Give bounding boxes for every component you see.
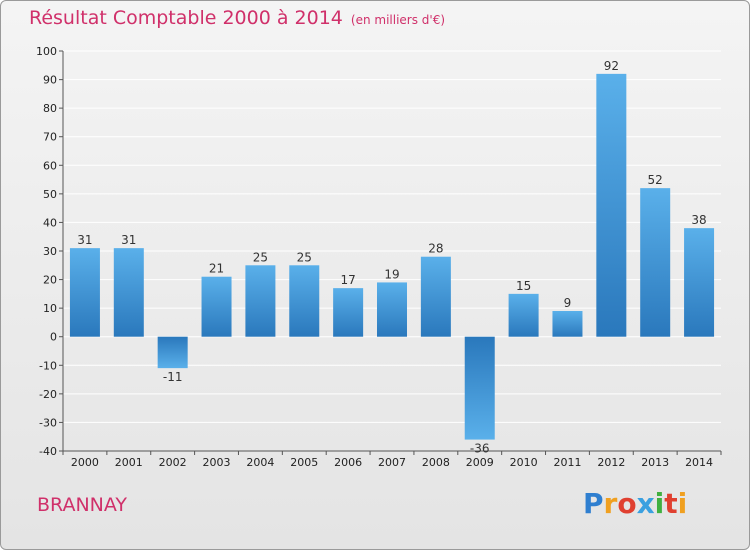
y-tick-label: 10 <box>43 302 57 315</box>
data-label-2009: -36 <box>470 442 490 456</box>
y-tick-label: 60 <box>43 159 57 172</box>
bar-2005 <box>289 265 320 337</box>
y-tick-label: 20 <box>43 274 57 287</box>
x-tick-label: 2013 <box>641 456 669 469</box>
bar-2009 <box>464 336 495 440</box>
commune-name: BRANNAY <box>37 494 128 516</box>
x-tick-label: 2003 <box>203 456 231 469</box>
data-label-2013: 52 <box>648 173 663 187</box>
bar-2012 <box>596 73 627 337</box>
bar-2004 <box>245 265 276 337</box>
data-label-2010: 15 <box>516 279 531 293</box>
bar-2003 <box>201 276 232 337</box>
data-label-2002: -11 <box>163 370 183 384</box>
data-label-2001: 31 <box>121 233 136 247</box>
data-label-2011: 9 <box>564 296 572 310</box>
bar-2008 <box>420 256 451 337</box>
proxiti-logo: Proxiti <box>583 487 687 520</box>
data-label-2000: 31 <box>77 233 92 247</box>
y-tick-label: 0 <box>50 331 57 344</box>
logo-letter: i <box>677 487 688 520</box>
logo-letter: t <box>664 487 678 520</box>
data-label-2005: 25 <box>297 250 312 264</box>
bar-2007 <box>377 282 407 337</box>
logo-letter: i <box>654 487 665 520</box>
data-label-2008: 28 <box>428 242 443 256</box>
bar-2002 <box>157 336 188 369</box>
x-tick-label: 2012 <box>597 456 625 469</box>
data-label-2003: 21 <box>209 262 224 276</box>
y-tick-label: 90 <box>43 74 57 87</box>
y-tick-label: 70 <box>43 131 57 144</box>
x-tick-label: 2014 <box>685 456 713 469</box>
y-tick-label: -30 <box>39 416 57 429</box>
chart-title-text: Résultat Comptable 2000 à 2014 <box>29 7 343 29</box>
bar-2000 <box>69 248 100 337</box>
data-label-2004: 25 <box>253 250 268 264</box>
x-tick-label: 2005 <box>290 456 318 469</box>
logo-letter: P <box>583 487 604 520</box>
x-tick-label: 2007 <box>378 456 406 469</box>
x-tick-label: 2008 <box>422 456 450 469</box>
x-tick-label: 2010 <box>510 456 538 469</box>
bar-2010 <box>508 293 539 337</box>
chart-unit: (en milliers d'€) <box>350 13 446 27</box>
bar-2006 <box>333 288 364 337</box>
chart-title: Résultat Comptable 2000 à 2014 (en millie… <box>29 7 445 29</box>
bar-2011 <box>552 311 583 337</box>
data-label-2007: 19 <box>384 267 399 281</box>
y-tick-label: -20 <box>39 388 57 401</box>
x-tick-label: 2004 <box>246 456 274 469</box>
x-tick-label: 2000 <box>71 456 99 469</box>
bar-2014 <box>684 228 715 337</box>
x-tick-label: 2002 <box>159 456 187 469</box>
y-tick-label: 100 <box>36 45 57 58</box>
data-label-2006: 17 <box>340 273 355 287</box>
y-tick-label: 30 <box>43 245 57 258</box>
y-tick-label: 40 <box>43 216 57 229</box>
logo-letter: r <box>603 487 618 520</box>
y-tick-label: 80 <box>43 102 57 115</box>
logo-letter: o <box>617 487 637 520</box>
y-tick-label: 50 <box>43 188 57 201</box>
data-label-2014: 38 <box>691 213 706 227</box>
bar-2001 <box>113 248 144 337</box>
logo-letter: x <box>636 487 655 520</box>
x-tick-label: 2011 <box>553 456 581 469</box>
y-tick-label: -10 <box>39 359 57 372</box>
y-tick-label: -40 <box>39 445 57 458</box>
data-label-2012: 92 <box>604 59 619 73</box>
x-tick-label: 2001 <box>115 456 143 469</box>
x-tick-label: 2006 <box>334 456 362 469</box>
bar-2013 <box>640 188 671 337</box>
x-tick-label: 2009 <box>466 456 494 469</box>
